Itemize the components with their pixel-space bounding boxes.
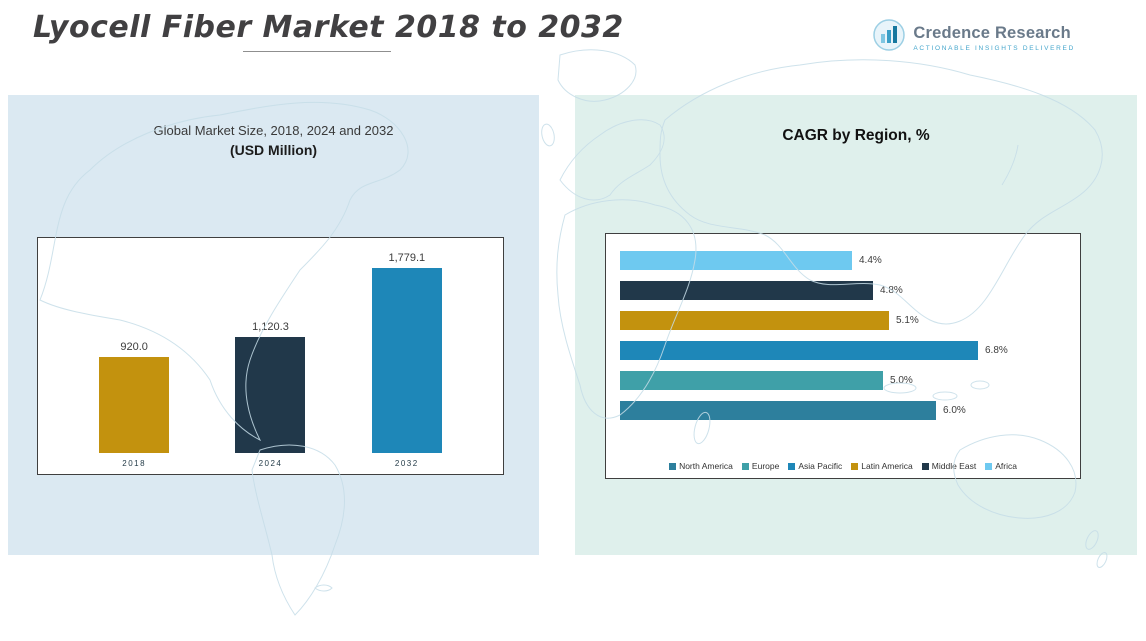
logo-tagline: Actionable Insights Delivered (913, 44, 1075, 52)
legend-label: Middle East (931, 461, 977, 471)
bar-category-label: 2032 (394, 459, 419, 468)
legend-item-europe: Europe (741, 461, 780, 471)
bar-value-label: 4.8% (880, 285, 903, 296)
bar-north-america (620, 401, 936, 420)
bar-latin-america (620, 311, 889, 330)
market-size-title-line1: Global Market Size, 2018, 2024 and 2032 (153, 123, 394, 138)
page-title: Lyocell Fiber Market 2018 to 2032 (33, 10, 624, 45)
bar-europe (620, 371, 883, 390)
bar-chart-logo-icon (872, 18, 906, 57)
legend-label: North America (679, 461, 733, 471)
bar-category-label: 2024 (258, 459, 283, 468)
bar-middle-east (620, 281, 873, 300)
legend-item-asia-pacific: Asia Pacific (788, 461, 842, 471)
bar-value-label: 6.0% (943, 405, 966, 416)
legend-item-africa: Africa (985, 461, 1017, 471)
bar-value-label: 4.4% (859, 255, 882, 266)
bar-row-africa: 4.4% (620, 251, 1080, 270)
credence-research-logo: Credence Research Actionable Insights De… (872, 18, 1075, 57)
bar-group-2018: 920.0 2018 (99, 341, 170, 468)
market-size-title-line2: (USD Million) (229, 142, 318, 158)
bar-value-label: 6.8% (985, 345, 1008, 356)
legend-label: Africa (995, 461, 1017, 471)
legend-swatch-icon (985, 462, 993, 470)
cagr-chart-title: CAGR by Region, % (575, 127, 1137, 145)
bar-group-2032: 1,779.1 2032 (371, 252, 442, 468)
cagr-legend: North America Europe Asia Pacific Latin Ame… (606, 461, 1080, 471)
bar-row-north-america: 6.0% (620, 401, 1080, 420)
legend-item-north-america: North America (669, 461, 733, 471)
bar-2032 (371, 268, 442, 453)
bar-value-label: 920.0 (120, 341, 148, 353)
bar-row-asia-pacific: 6.8% (620, 341, 1080, 360)
legend-label: Europe (751, 461, 780, 471)
bar-asia-pacific (620, 341, 978, 360)
cagr-panel: CAGR by Region, % 4.4% 4.8% 5.1% 6.8% 5.0% 6.… (575, 95, 1137, 555)
logo-name: Credence Research (913, 23, 1071, 42)
legend-label: Latin America (861, 461, 913, 471)
bar-africa (620, 251, 852, 270)
legend-item-latin-america: Latin America (851, 461, 913, 471)
market-size-panel: Global Market Size, 2018, 2024 and 2032 … (8, 95, 539, 555)
legend-swatch-icon (741, 462, 749, 470)
legend-swatch-icon (669, 462, 677, 470)
title-underline-divider (243, 51, 391, 52)
bar-value-label: 1,779.1 (388, 252, 426, 264)
bar-value-label: 5.0% (890, 375, 913, 386)
bar-group-2024: 1,120.3 2024 (235, 321, 306, 468)
bar-2018 (99, 357, 170, 453)
cagr-chart: 4.4% 4.8% 5.1% 6.8% 5.0% 6.0% North America Eu… (605, 233, 1081, 479)
bar-row-latin-america: 5.1% (620, 311, 1080, 330)
bar-value-label: 5.1% (896, 315, 919, 326)
legend-swatch-icon (921, 462, 929, 470)
market-size-chart-title: Global Market Size, 2018, 2024 and 2032 … (8, 123, 539, 158)
legend-swatch-icon (851, 462, 859, 470)
legend-item-middle-east: Middle East (921, 461, 977, 471)
bar-value-label: 1,120.3 (252, 321, 289, 333)
bar-row-europe: 5.0% (620, 371, 1080, 390)
cagr-bars: 4.4% 4.8% 5.1% 6.8% 5.0% 6.0% (606, 234, 1080, 420)
bar-row-middle-east: 4.8% (620, 281, 1080, 300)
legend-label: Asia Pacific (798, 461, 843, 471)
legend-swatch-icon (788, 462, 796, 470)
market-size-bars: 920.0 2018 1,120.3 2024 1,779.1 2032 (38, 238, 503, 474)
market-size-chart: 920.0 2018 1,120.3 2024 1,779.1 2032 (37, 237, 504, 475)
cagr-title-text: CAGR by Region, % (782, 127, 930, 144)
bar-2024 (235, 337, 306, 453)
bar-category-label: 2018 (122, 459, 147, 468)
